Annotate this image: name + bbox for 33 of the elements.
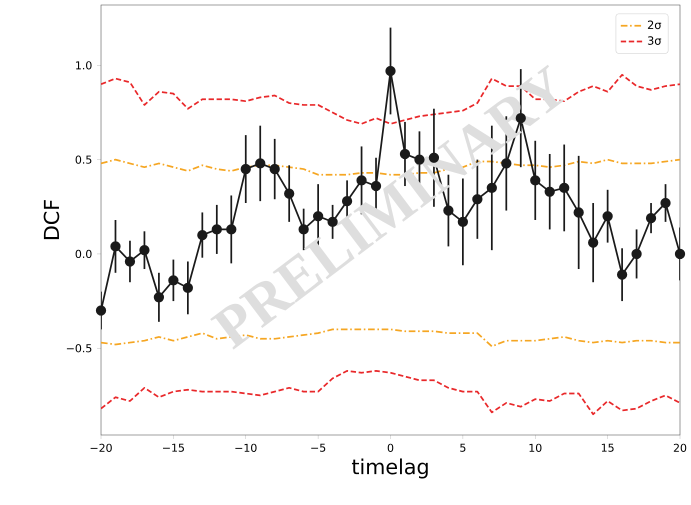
point (154, 292, 164, 302)
point (182, 282, 193, 294)
y-tick-label: 0.5 (76, 156, 92, 164)
point (168, 275, 179, 286)
point (631, 248, 642, 260)
legend-label: 3σ (648, 36, 662, 45)
point (674, 248, 686, 260)
x-tick-label: 10 (529, 444, 542, 452)
point (646, 212, 656, 224)
x-tick-label: −10 (235, 444, 257, 452)
x-axis-title: timelag (352, 458, 428, 478)
point (197, 230, 208, 240)
y-tick-label: 1.0 (76, 61, 92, 70)
point (602, 211, 613, 222)
x-tick-label: 20 (674, 444, 686, 452)
point (139, 245, 150, 256)
x-tick-label: 5 (460, 444, 466, 452)
x-tick-label: 0 (388, 444, 394, 452)
point (110, 241, 121, 252)
x-tick-label: −5 (311, 444, 326, 452)
point (616, 270, 628, 280)
x-tick-label: −20 (90, 444, 112, 452)
point (660, 198, 671, 208)
x-tick-label: −15 (162, 444, 184, 452)
y-tick-label: 0.0 (76, 250, 92, 258)
point (588, 237, 598, 248)
point (574, 207, 584, 218)
y-tick-label: −0.5 (66, 344, 92, 352)
point (96, 305, 106, 316)
x-tick-label: 15 (602, 444, 614, 452)
y-axis-title: DCF (44, 200, 60, 240)
legend-label: 2σ (648, 20, 662, 30)
point (124, 256, 136, 267)
